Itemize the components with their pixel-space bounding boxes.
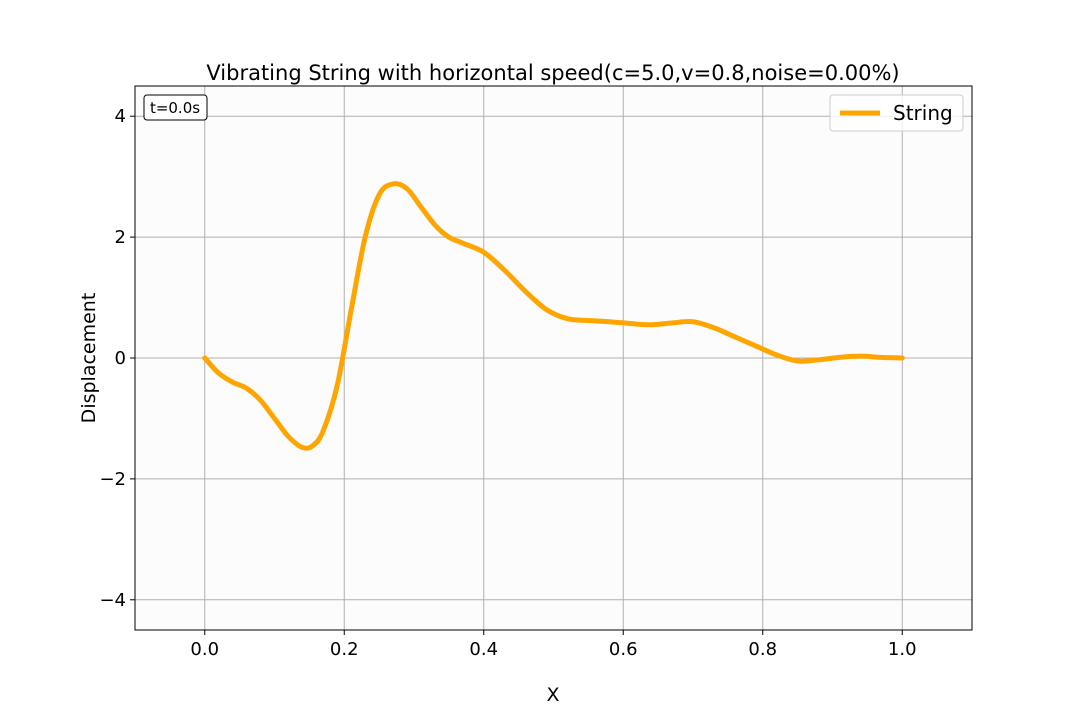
time-annotation-text: t=0.0s [150, 99, 200, 117]
x-tick-labels: 0.0 0.2 0.4 0.6 0.8 1.0 [190, 639, 916, 660]
x-axis-label: X [546, 684, 559, 706]
x-tick-label: 0.4 [469, 639, 498, 660]
chart-title: Vibrating String with horizontal speed(c… [206, 61, 899, 85]
tick-marks [130, 115, 903, 635]
x-tick-label: 0.8 [748, 639, 777, 660]
x-tick-label: 0.0 [190, 639, 219, 660]
y-tick-label: 2 [115, 227, 126, 248]
series-line-string [202, 181, 905, 451]
legend-label-string: String [893, 101, 953, 125]
series-layer [202, 181, 905, 451]
y-tick-label: 4 [115, 106, 126, 127]
plot-frame [134, 85, 973, 631]
y-tick-labels: −4 −2 0 2 4 [99, 106, 126, 611]
time-annotation: t=0.0s [143, 94, 208, 121]
x-tick-label: 1.0 [888, 639, 917, 660]
x-tick-label: 0.2 [330, 639, 359, 660]
y-tick-label: −4 [99, 590, 126, 611]
time-annotation-box [143, 94, 208, 121]
y-axis-label: Displacement [78, 293, 100, 424]
y-tick-label: 0 [115, 348, 126, 369]
legend-box [829, 94, 964, 132]
legend: String [829, 94, 964, 132]
x-tick-label: 0.6 [609, 639, 638, 660]
y-tick-label: −2 [99, 469, 126, 490]
